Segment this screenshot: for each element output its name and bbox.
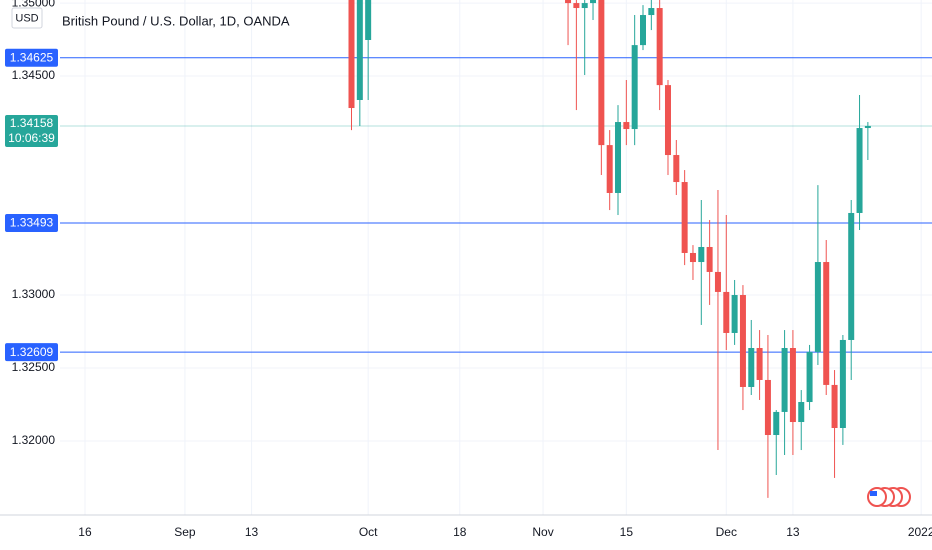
- candle-body: [606, 145, 613, 193]
- candle-body: [689, 252, 696, 263]
- candle-body: [681, 182, 688, 253]
- candle-body: [648, 8, 655, 16]
- x-tick-label: 16: [78, 525, 92, 539]
- candle-body: [698, 246, 705, 263]
- candle-body: [839, 339, 846, 428]
- x-tick-label: 2022: [908, 525, 932, 539]
- x-tick-label: Oct: [359, 525, 378, 539]
- currency-box[interactable]: [11, 7, 43, 29]
- candle-body: [348, 0, 355, 109]
- candle-body: [856, 128, 863, 213]
- axes: 16 Sep 13 Oct 18 Nov 15 Dec 13 2022 1.35000 1.34500…: [5, 0, 932, 539]
- x-tick-label: 13: [245, 525, 259, 539]
- x-tick-label: 15: [620, 525, 634, 539]
- candle-body: [581, 3, 588, 9]
- candle-body: [781, 348, 788, 412]
- x-tick-label: 13: [786, 525, 800, 539]
- candle-body: [831, 384, 838, 428]
- price-badge: [5, 214, 58, 233]
- y-tick-label: 1.32000: [12, 433, 56, 447]
- candle-body: [756, 348, 763, 380]
- price-badge-label: 1.34625: [10, 50, 54, 64]
- x-tick-label: Sep: [174, 525, 196, 539]
- x-tick-label: Nov: [532, 525, 553, 539]
- price-badge-label: 1.32609: [10, 345, 54, 359]
- candle-body: [573, 3, 580, 9]
- candle-body: [848, 212, 855, 340]
- candle-body: [864, 125, 871, 129]
- candle-body: [764, 379, 771, 436]
- y-tick-label: 1.34500: [12, 68, 56, 82]
- candle-body: [356, 0, 363, 100]
- y-tick-label: 1.32500: [12, 360, 56, 374]
- candle-body: [615, 122, 622, 193]
- y-tick-label: 1.35000: [12, 0, 56, 9]
- candle-body: [631, 45, 638, 130]
- chart-title: British Pound / U.S. Dollar, 1D, OANDA: [62, 13, 290, 28]
- candle-body: [798, 402, 805, 423]
- candle-body: [656, 8, 663, 86]
- y-tick-label: 1.33000: [12, 287, 56, 301]
- candle-body: [598, 0, 605, 146]
- candle-body: [664, 85, 671, 156]
- candle-body: [731, 295, 738, 333]
- candle-body: [673, 155, 680, 183]
- candle-body: [739, 295, 746, 387]
- x-tick-label: 18: [453, 525, 467, 539]
- last-price-label: 1.34158: [10, 116, 54, 130]
- candle-body: [806, 351, 813, 403]
- flags-icon[interactable]: [867, 487, 911, 507]
- candle-body: [706, 246, 713, 272]
- countdown-label: 10:06:39: [8, 131, 55, 145]
- candle-body: [714, 271, 721, 292]
- candle-body: [565, 0, 572, 4]
- candle-body: [773, 411, 780, 436]
- candles: [348, 0, 871, 498]
- candle-body: [823, 262, 830, 385]
- candle-body: [789, 348, 796, 423]
- candle-body: [639, 15, 646, 46]
- candle-body: [748, 348, 755, 387]
- price-badge: [5, 48, 58, 67]
- candle-body: [623, 122, 630, 130]
- candle-body: [814, 262, 821, 352]
- currency: USD: [15, 12, 38, 24]
- candle-body: [723, 291, 730, 333]
- last-price-badge: [5, 114, 58, 147]
- price-badge-label: 1.33493: [10, 216, 54, 230]
- candle-body: [590, 0, 597, 4]
- price-badge: [5, 343, 58, 362]
- x-tick-label: Dec: [716, 525, 737, 539]
- candle-body: [365, 0, 372, 40]
